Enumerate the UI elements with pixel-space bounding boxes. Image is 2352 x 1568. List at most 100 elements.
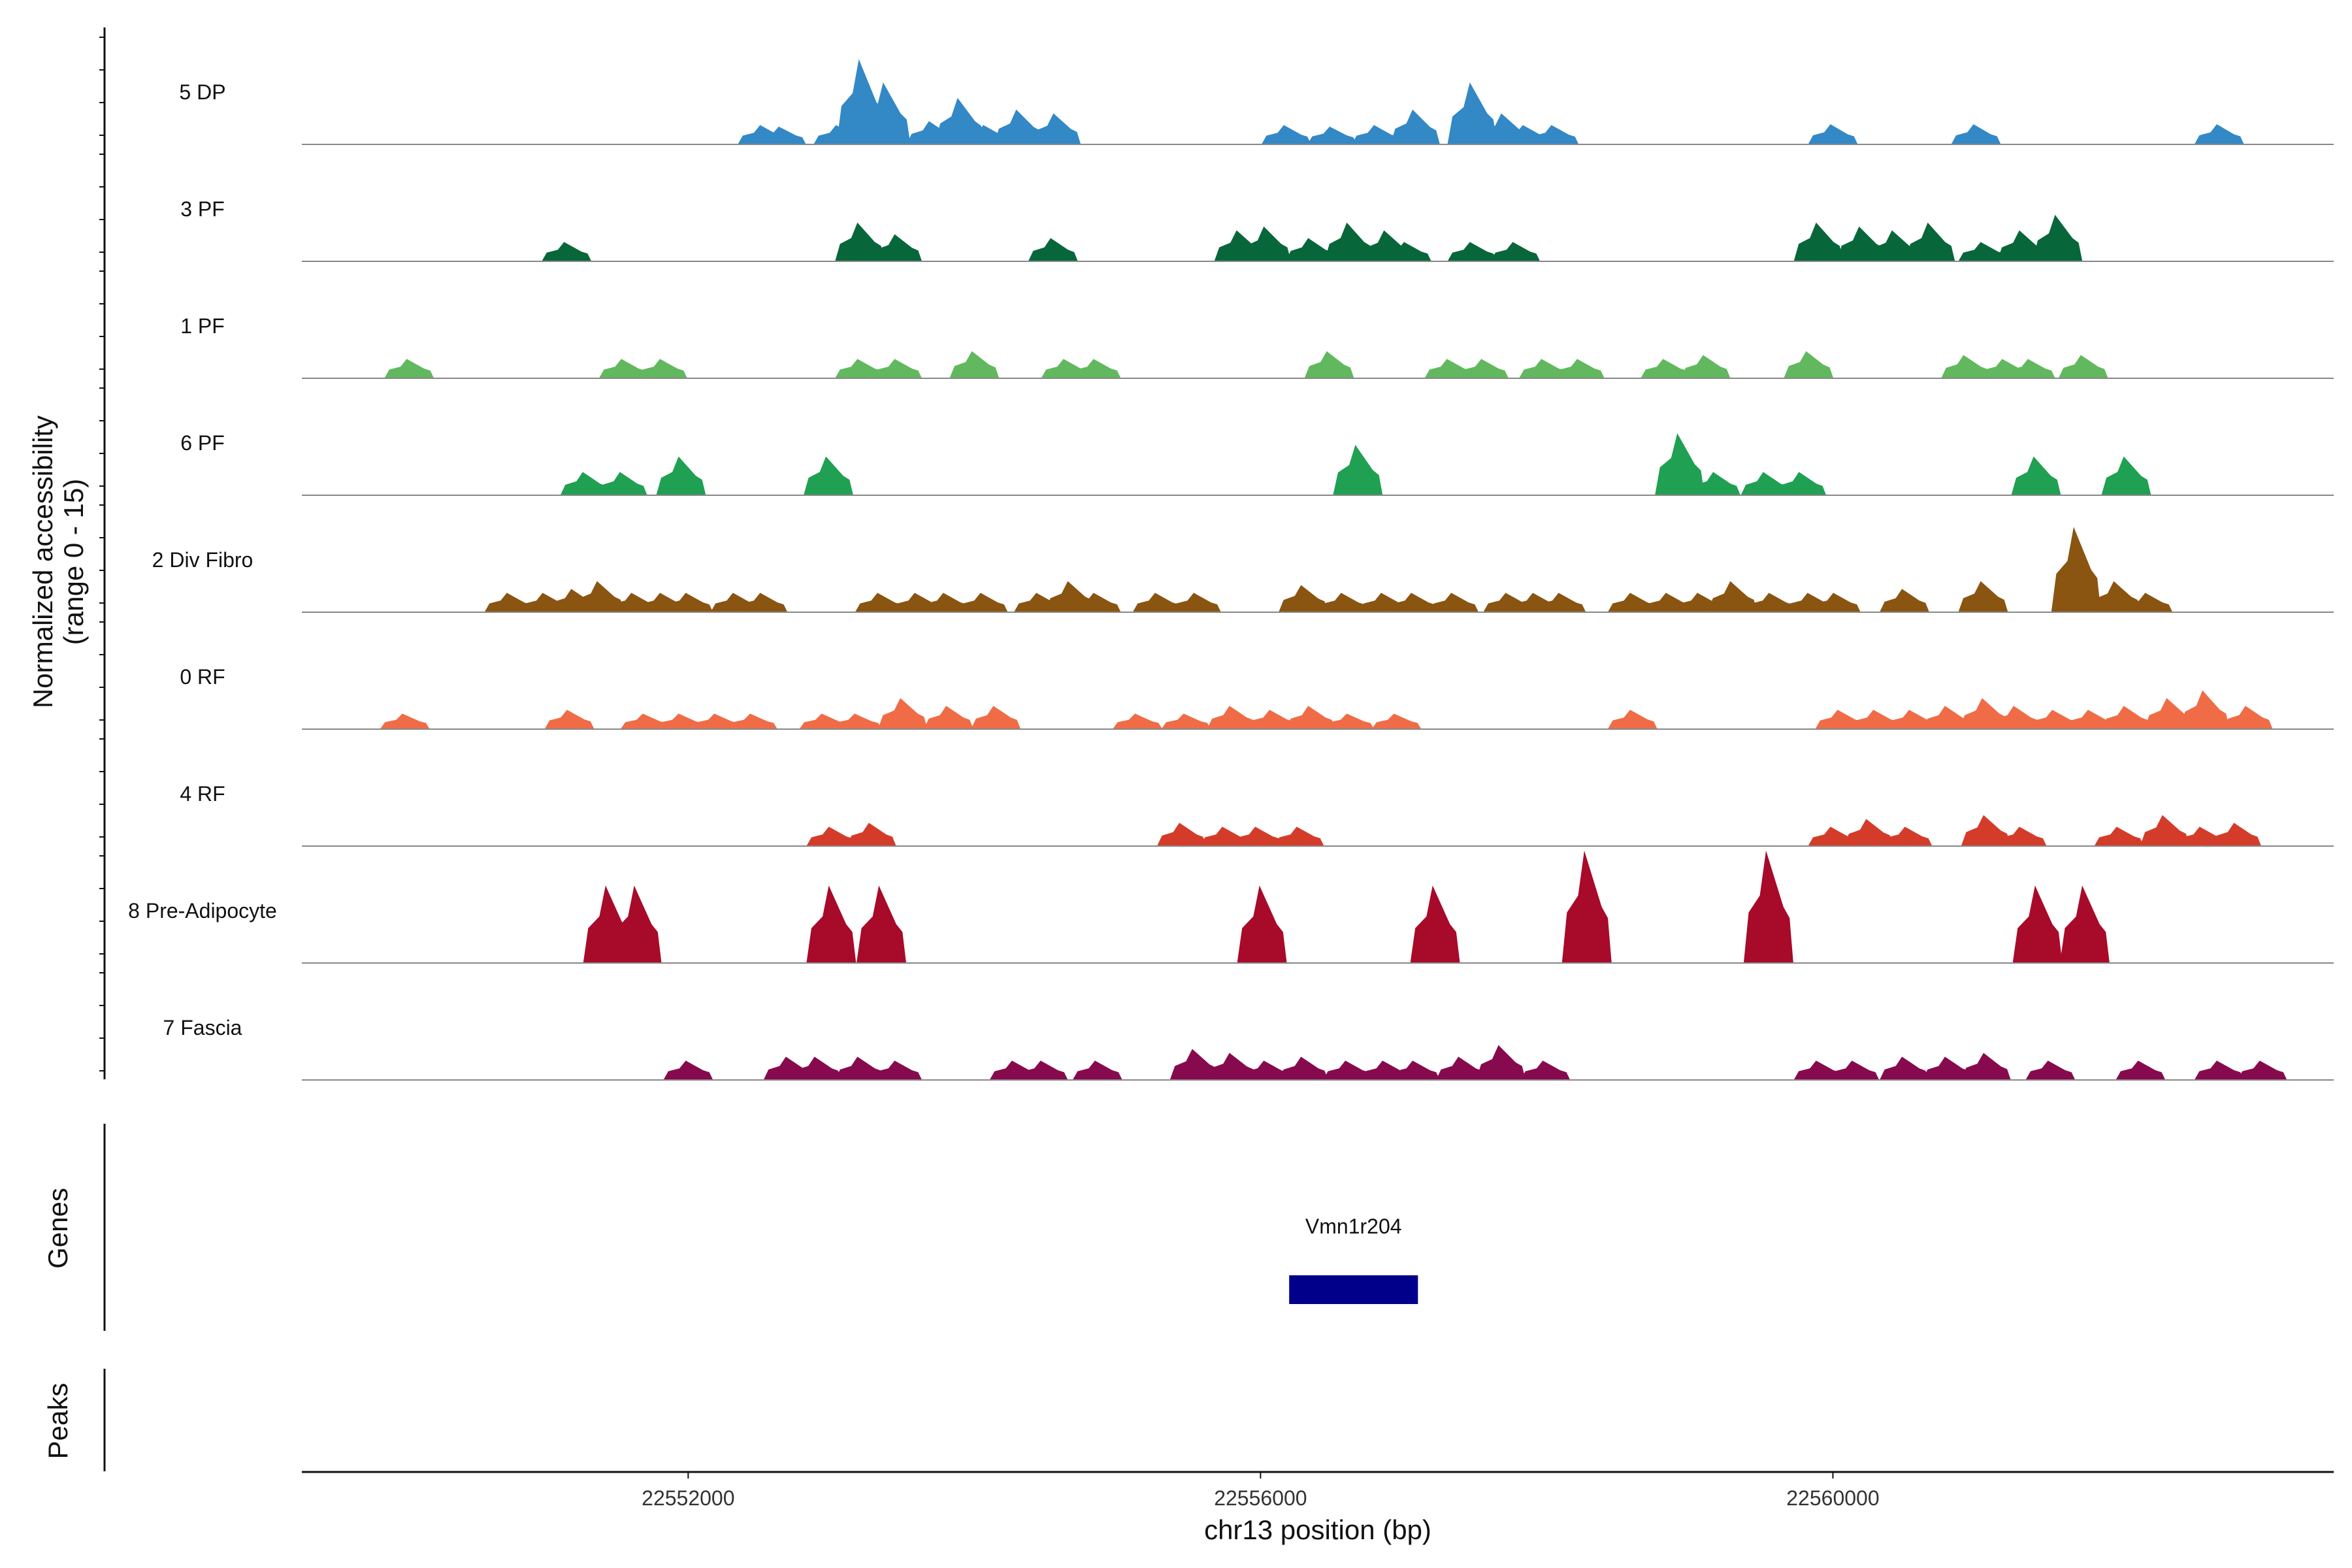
coverage-peak (2058, 355, 2108, 378)
coverage-peak (949, 351, 1000, 378)
y-axis (99, 27, 106, 1079)
coverage-peak (855, 593, 905, 612)
coverage-peak (921, 593, 971, 612)
coverage-peak (835, 1056, 885, 1080)
track-label: 6 PF (180, 431, 225, 455)
coverage-peak (1844, 819, 1894, 846)
coverage-peak (612, 885, 662, 963)
coverage-peak (1333, 444, 1383, 495)
coverage-peak (1324, 713, 1375, 729)
coverage-peak (2180, 690, 2230, 729)
coverage-peak (1655, 433, 1705, 495)
coverage-peak (1132, 593, 1183, 612)
coverage-peak (1447, 242, 1497, 261)
coverage-peak (806, 826, 857, 846)
coverage-peak (1784, 351, 1834, 378)
gene-body (1289, 1275, 1418, 1304)
coverage-peak (1351, 125, 1401, 144)
coverage-peak (574, 581, 625, 612)
coverage-peak (1390, 109, 1440, 144)
track-label: 0 RF (180, 665, 225, 689)
coverage-peak (1241, 226, 1292, 261)
x-axis-ticks: 22552000 22556000 22560000 (642, 1472, 1880, 1510)
coverage-peak (2223, 706, 2273, 729)
track-0-rf: 0 RF (180, 665, 2334, 730)
coverage-peak (1304, 351, 1354, 378)
x-tick-label: 22560000 (1786, 1486, 1879, 1510)
coverage-peak (2123, 593, 2173, 612)
coverage-peak (1941, 355, 1991, 378)
coverage-peak (872, 234, 923, 261)
coverage-peak (1169, 1049, 1220, 1080)
coverage-peak (1958, 581, 2008, 612)
coverage-peak (935, 97, 985, 144)
coverage-peak (2051, 527, 2101, 612)
coverage-peak (2033, 214, 2083, 261)
coverage-peak (872, 359, 923, 378)
coverage-peak (656, 713, 706, 729)
coverage-peak (2140, 815, 2190, 846)
track-label: 3 PF (180, 197, 225, 221)
coverage-peak (846, 823, 896, 846)
coverage-peak (2025, 1060, 2076, 1080)
coverage-peak (2194, 1060, 2244, 1080)
track-6-pf: 6 PF (180, 431, 2334, 496)
coverage-peak (756, 126, 806, 144)
coverage-peak (1951, 124, 2001, 144)
track-label: 7 Fascia (163, 1016, 242, 1039)
coverage-peak (958, 593, 1008, 612)
coverage-peak (1207, 1053, 1257, 1080)
coverage-peak (832, 713, 882, 729)
coverage-peak (2237, 1060, 2287, 1080)
coverage-peak (1607, 710, 1658, 729)
coverage-peak (542, 242, 592, 261)
y-axis-title-line2: (range 0 - 15) (58, 479, 89, 645)
x-tick-label: 22552000 (642, 1486, 734, 1510)
coverage-peak (1161, 713, 1211, 729)
coverage-peak (656, 456, 706, 495)
peaks-axis-title: Peaks (42, 1383, 73, 1460)
coverage-peak (1961, 815, 2011, 846)
coverage-peak (1829, 1060, 1880, 1080)
coverage-peak (860, 82, 911, 144)
coverage-peak (1641, 359, 1691, 378)
coverage-peak (1156, 823, 1207, 846)
coverage-peak (1879, 589, 1929, 612)
coverage-peak (1031, 113, 1081, 144)
coverage-peak (1680, 355, 1731, 378)
coverage-peak (1886, 710, 1936, 729)
coverage-peak (663, 1060, 713, 1080)
coverage-peak (2094, 826, 2144, 846)
coverage-peak (1018, 1060, 1068, 1080)
coverage-peak (877, 698, 928, 729)
coverage-peak (384, 359, 434, 378)
coverage-peak (1746, 593, 1797, 612)
coverage-peak (872, 1060, 923, 1080)
coverage-peak (1261, 125, 1311, 144)
coverage-peak (1071, 359, 1121, 378)
coverage-peak (1286, 706, 1336, 729)
coverage-peak (1429, 593, 1479, 612)
coverage-peak (1371, 713, 1422, 729)
coverage-peak (1997, 826, 2047, 846)
coverage-peak (1740, 472, 1791, 495)
coverage-peak (1708, 581, 1758, 612)
track-1-pf: 1 PF (180, 314, 2334, 379)
coverage-peak (1561, 850, 1612, 963)
coverage-peak (1997, 230, 2047, 261)
coverage-peak (484, 593, 534, 612)
coverage-peak (1459, 359, 1509, 378)
coverage-peak (1447, 82, 1497, 144)
coverage-peak (792, 1056, 842, 1080)
track-8-pre-adipocyte: 8 Pre-Adipocyte (128, 850, 2334, 964)
x-tick-label: 22556000 (1214, 1486, 1307, 1510)
coverage-peak (1072, 1060, 1122, 1080)
coverage-peak (1869, 230, 1919, 261)
coverage-peak (971, 706, 1021, 729)
coverage-peak (2101, 706, 2151, 729)
genes-axis-title: Genes (42, 1188, 73, 1269)
coverage-peak (2101, 456, 2151, 495)
coverage-peak (803, 456, 853, 495)
coverage-peak (2011, 456, 2061, 495)
